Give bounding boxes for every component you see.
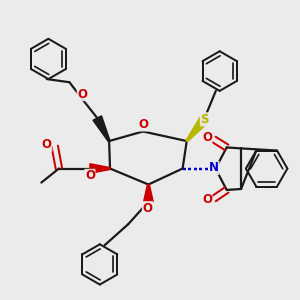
Polygon shape bbox=[144, 184, 153, 202]
Polygon shape bbox=[90, 164, 110, 173]
Text: O: O bbox=[77, 88, 87, 100]
Text: O: O bbox=[202, 193, 212, 206]
Text: O: O bbox=[138, 118, 148, 131]
Text: O: O bbox=[202, 131, 212, 144]
Polygon shape bbox=[186, 117, 207, 142]
Polygon shape bbox=[93, 116, 110, 142]
Text: S: S bbox=[200, 113, 209, 126]
Text: N: N bbox=[209, 161, 219, 174]
Text: O: O bbox=[142, 202, 152, 215]
Text: O: O bbox=[85, 169, 95, 182]
Text: O: O bbox=[42, 138, 52, 151]
